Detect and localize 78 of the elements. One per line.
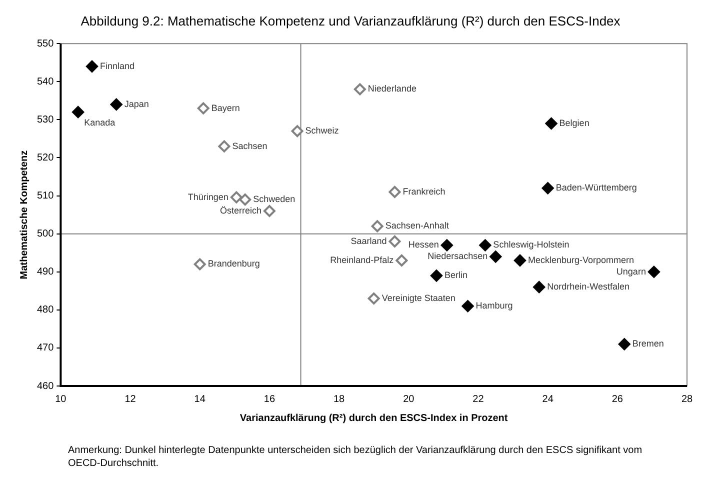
point bbox=[462, 300, 474, 312]
point bbox=[542, 182, 554, 194]
point bbox=[371, 220, 384, 232]
annotation: Niederlande bbox=[368, 84, 416, 94]
point bbox=[533, 281, 546, 294]
point bbox=[263, 204, 276, 217]
point bbox=[218, 140, 230, 152]
point bbox=[396, 254, 408, 266]
annotation: Saarland bbox=[350, 236, 387, 246]
annotation: Nordrhein-Westfalen bbox=[547, 282, 630, 292]
annotation: Österreich bbox=[220, 205, 262, 216]
annotation: Vereinigte Staaten bbox=[382, 292, 456, 303]
x-tick-label: 26 bbox=[612, 394, 624, 405]
x-tick-label: 10 bbox=[55, 394, 67, 405]
y-tick-label: 550 bbox=[36, 38, 54, 50]
x-tick-label: 20 bbox=[403, 394, 415, 405]
y-axis-title: Mathematische Kompetenz bbox=[18, 150, 30, 280]
point bbox=[197, 102, 210, 114]
annotation: Thüringen bbox=[188, 192, 228, 202]
y-tick-label: 500 bbox=[36, 228, 54, 240]
point bbox=[514, 254, 526, 266]
annotation: Bayern bbox=[211, 102, 240, 113]
point bbox=[648, 266, 660, 278]
x-tick-label: 28 bbox=[681, 394, 693, 405]
point bbox=[354, 83, 366, 96]
x-axis-title: Varianzaufklärung (R²) durch den ESCS-Index in Prozent bbox=[240, 412, 508, 424]
point bbox=[72, 106, 84, 118]
point bbox=[430, 270, 442, 282]
annotation: Hessen bbox=[408, 240, 439, 250]
point bbox=[479, 239, 492, 252]
point bbox=[490, 250, 502, 263]
y-tick-label: 530 bbox=[36, 114, 54, 126]
annotation: Schweiz bbox=[305, 126, 340, 136]
y-tick-label: 470 bbox=[36, 342, 54, 354]
x-tick-label: 22 bbox=[472, 394, 484, 405]
y-tick-label: 490 bbox=[36, 266, 54, 278]
annotation: Sachsen-Anhalt bbox=[385, 220, 450, 231]
point bbox=[388, 235, 401, 248]
y-tick-label: 510 bbox=[36, 190, 54, 202]
point bbox=[230, 191, 242, 204]
y-tick-label: 540 bbox=[36, 76, 54, 88]
x-tick-label: 16 bbox=[264, 394, 276, 405]
point bbox=[440, 239, 453, 252]
annotation: Schweden bbox=[253, 194, 296, 204]
annotation: Rheinland-Pfalz bbox=[330, 254, 394, 265]
point bbox=[545, 117, 558, 130]
point bbox=[194, 258, 206, 270]
annotation: Schleswig-Holstein bbox=[493, 240, 570, 250]
annotation: Bremen bbox=[632, 338, 664, 349]
annotation: Niedersachsen bbox=[428, 251, 488, 262]
annotation: Ungarn bbox=[616, 266, 646, 276]
x-tick-label: 18 bbox=[333, 394, 346, 405]
point bbox=[388, 186, 401, 198]
point bbox=[618, 338, 630, 350]
annotation: Hamburg bbox=[476, 300, 513, 311]
x-tick-label: 12 bbox=[124, 394, 136, 405]
annotation: Belgien bbox=[559, 118, 590, 128]
point bbox=[239, 194, 252, 206]
annotation: Frankreich bbox=[402, 186, 446, 196]
annotation: Kanada bbox=[84, 118, 116, 128]
annotation: Sachsen bbox=[232, 140, 268, 151]
x-tick-label: 24 bbox=[542, 394, 554, 405]
annotation: Mecklenburg-Vorpommern bbox=[528, 254, 634, 265]
annotation: Berlin bbox=[444, 270, 468, 280]
x-tick-label: 14 bbox=[194, 394, 206, 405]
y-tick-label: 480 bbox=[36, 304, 54, 316]
y-tick-label: 460 bbox=[36, 380, 54, 392]
annotation: Brandenburg bbox=[208, 258, 260, 269]
y-tick-label: 520 bbox=[36, 152, 54, 164]
point bbox=[110, 98, 122, 110]
annotation: Finnland bbox=[100, 60, 135, 71]
chart-title: Abbildung 9.2: Mathematische Kompetenz und Varianzaufklärung (R²) durch den ESCS-Index bbox=[80, 13, 621, 28]
point bbox=[86, 60, 98, 72]
point bbox=[368, 292, 380, 304]
text: Anmerkung: Dunkel hinterlegte Datenpunkte unterscheiden sich bezüglich der Varianzaufklärung durch den ESCS signifikant vom OECD-Durchschnitt. bbox=[68, 444, 644, 470]
point bbox=[291, 125, 304, 138]
annotation: Baden-Württemberg bbox=[556, 182, 637, 193]
annotation: Japan bbox=[124, 98, 149, 109]
